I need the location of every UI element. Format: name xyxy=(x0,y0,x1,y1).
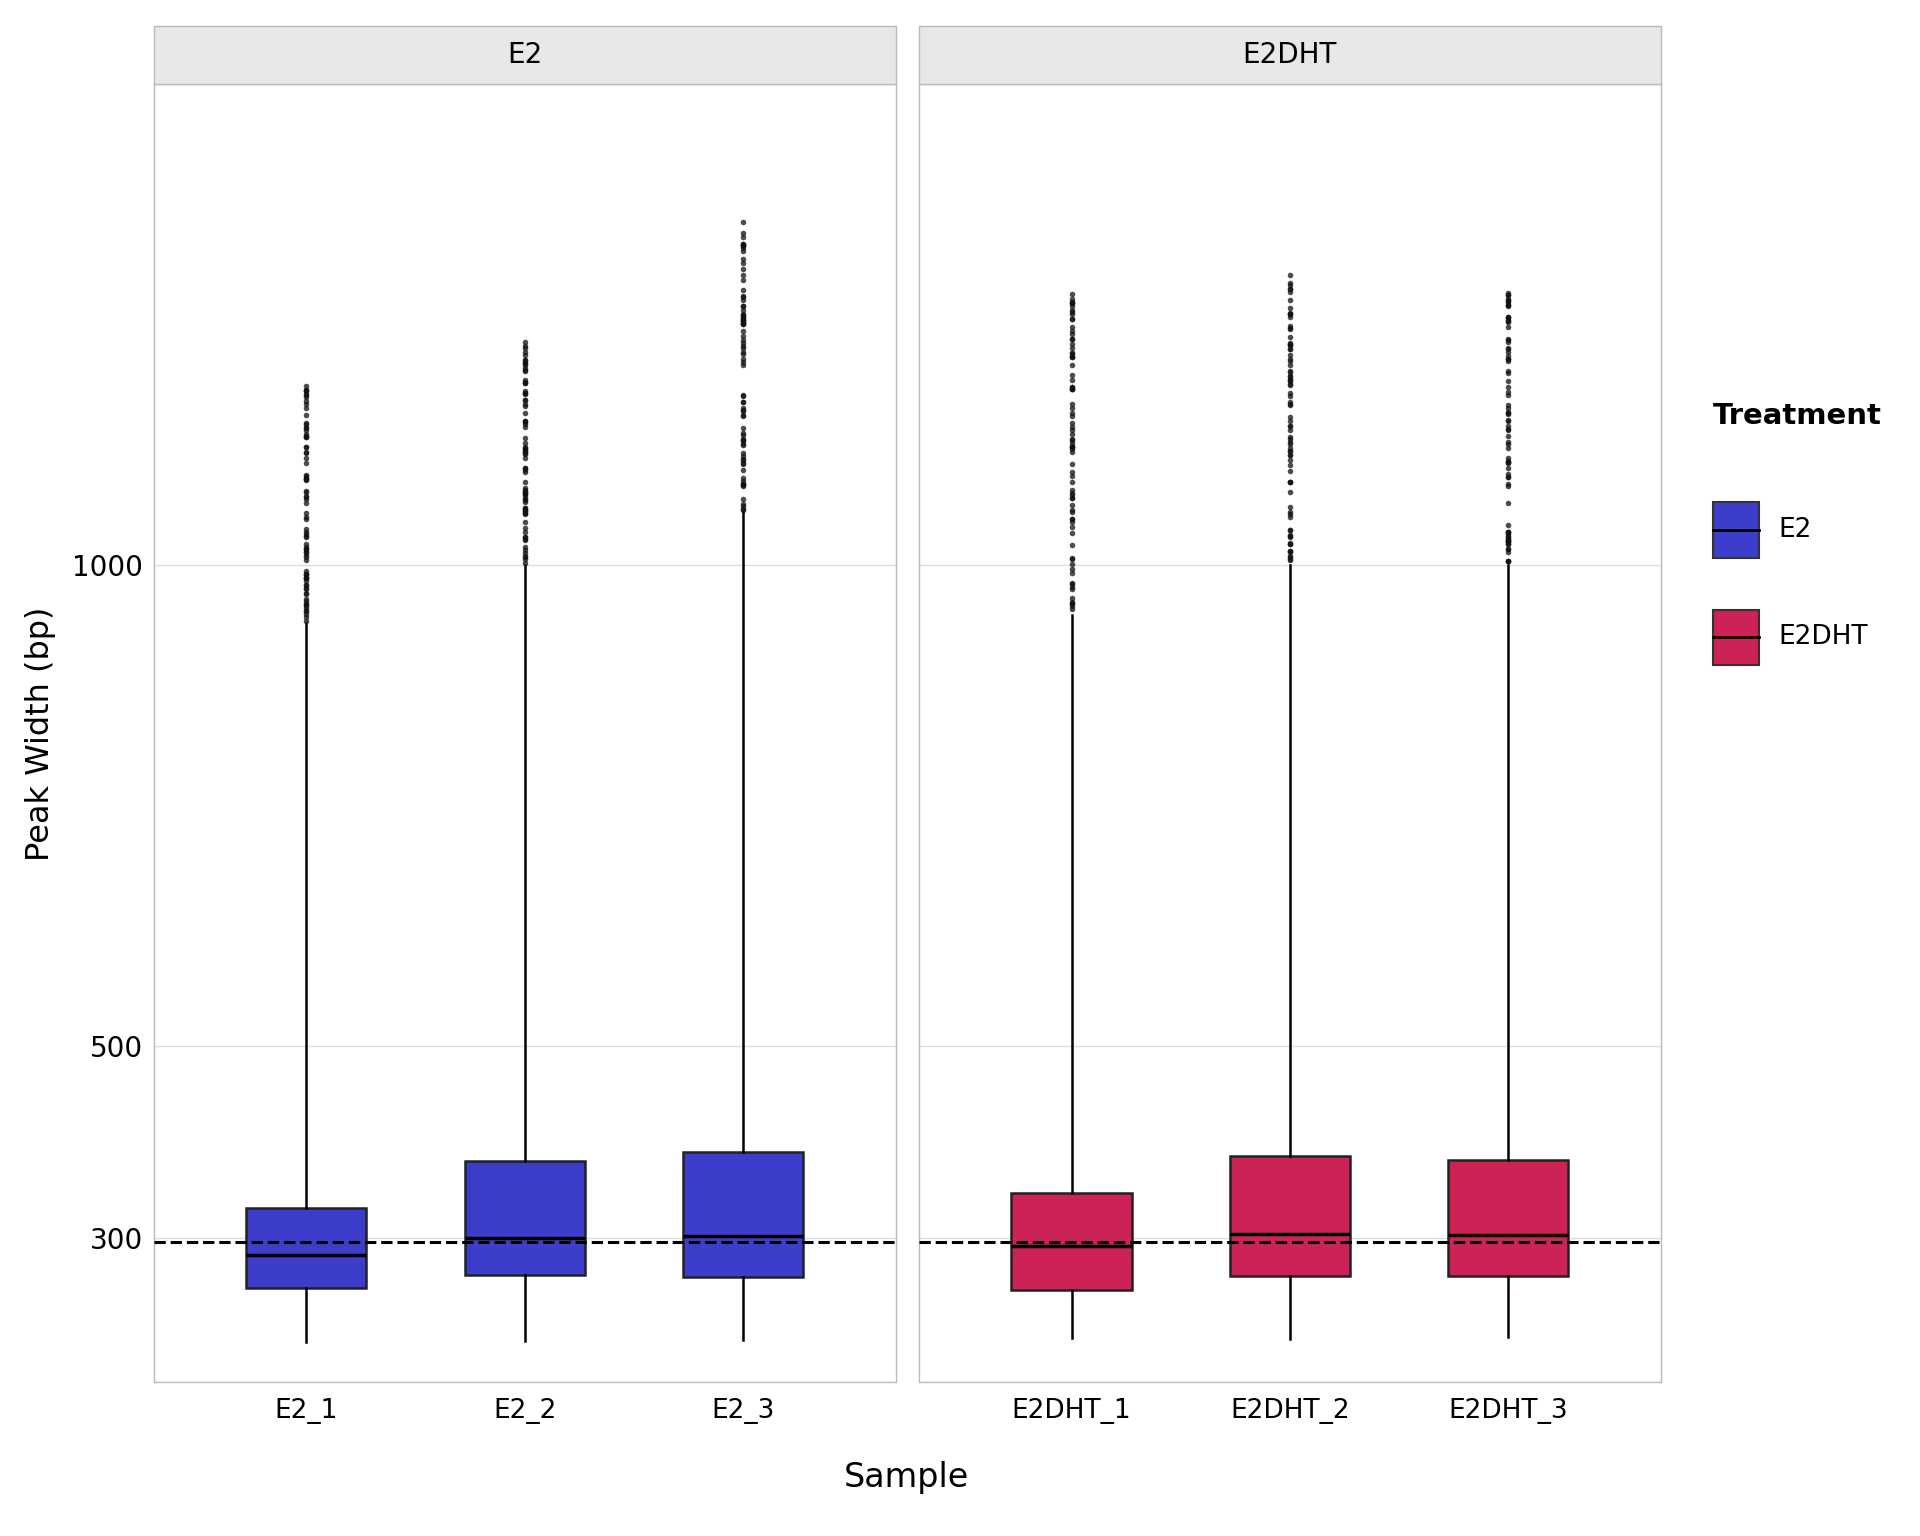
PathPatch shape xyxy=(465,1161,586,1275)
PathPatch shape xyxy=(246,1209,367,1289)
PathPatch shape xyxy=(1229,1157,1350,1276)
Text: Sample: Sample xyxy=(843,1461,970,1495)
Text: E2: E2 xyxy=(1778,518,1811,542)
Text: Treatment: Treatment xyxy=(1713,402,1882,430)
Text: E2: E2 xyxy=(507,41,541,69)
Y-axis label: Peak Width (bp): Peak Width (bp) xyxy=(25,607,56,860)
Text: E2DHT: E2DHT xyxy=(1242,41,1336,69)
Text: E2DHT: E2DHT xyxy=(1778,625,1868,650)
PathPatch shape xyxy=(684,1152,803,1276)
PathPatch shape xyxy=(1448,1160,1569,1276)
PathPatch shape xyxy=(1012,1193,1131,1290)
